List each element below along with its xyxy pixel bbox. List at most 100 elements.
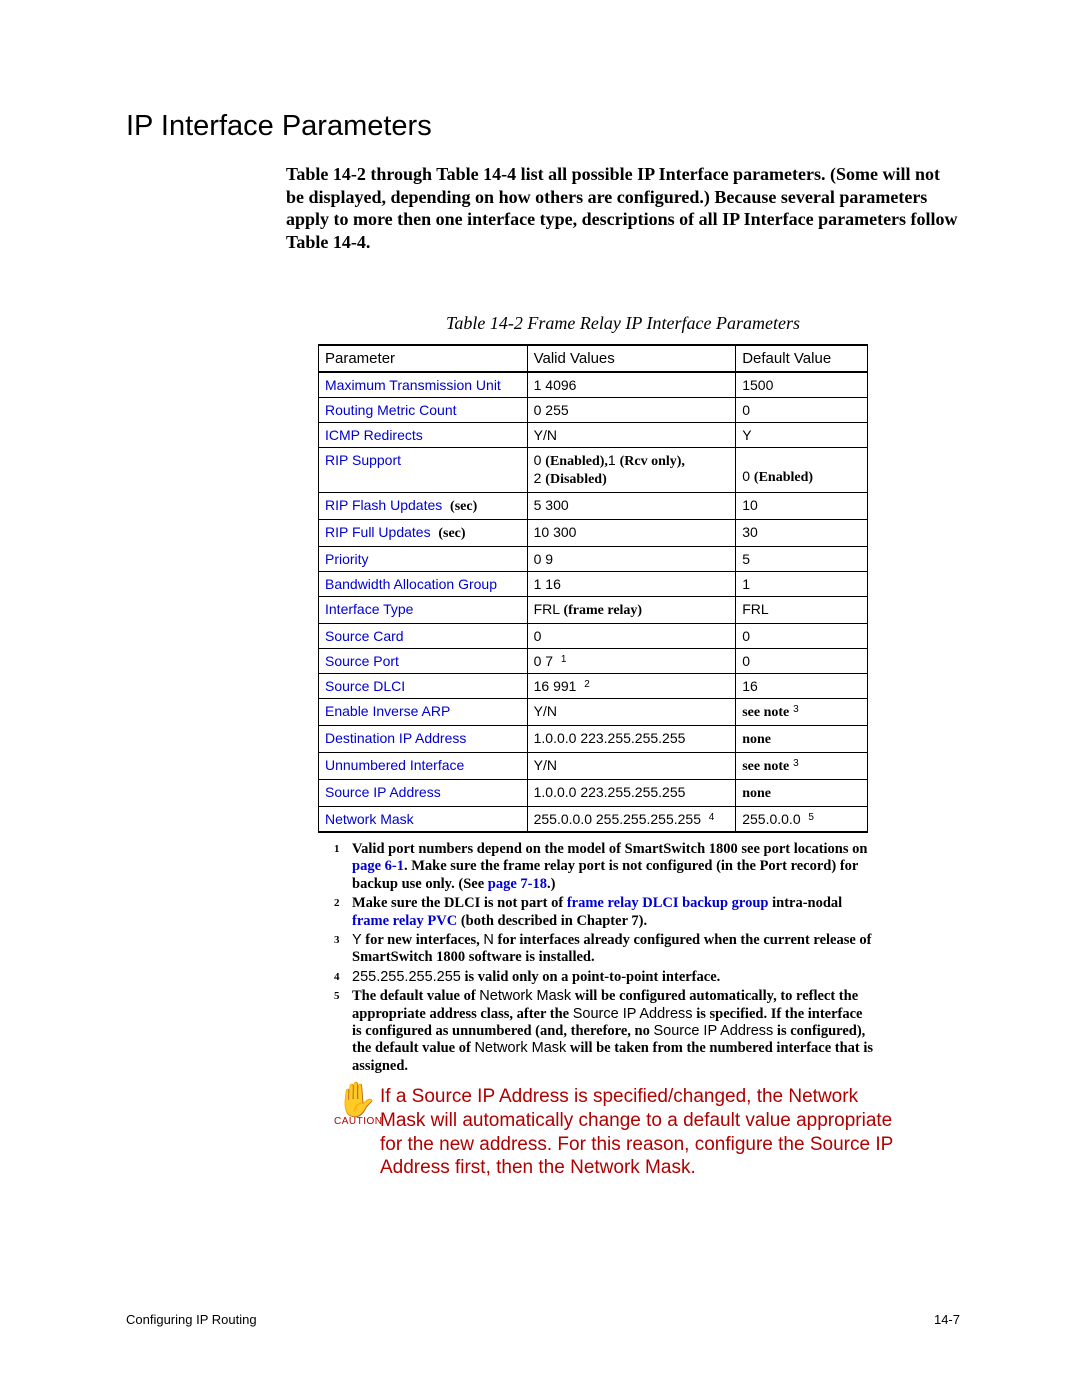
col-default: Default Value [736,345,868,372]
cell-default: none [736,726,868,753]
cell-valid: 1.0.0.0 223.255.255.255 [527,726,736,753]
cell-valid: 1 16 [527,572,736,597]
cell-parameter: Source Card [319,624,528,649]
cell-parameter: Network Mask [319,807,528,833]
footnote: 1Valid port numbers depend on the model … [334,841,874,893]
table-row: ICMP RedirectsY/NY [319,423,868,448]
cell-parameter: Routing Metric Count [319,398,528,423]
cell-valid: Y/N [527,423,736,448]
cell-parameter: Source DLCI [319,674,528,699]
cell-valid: Y/N [527,699,736,726]
cell-valid: 0 255 [527,398,736,423]
cell-parameter: Maximum Transmission Unit [319,372,528,398]
cell-default: 1 [736,572,868,597]
parameters-table: Parameter Valid Values Default Value Max… [318,344,868,833]
table-header-row: Parameter Valid Values Default Value [319,345,868,372]
footnote-text: Y for new interfaces, N for interfaces a… [352,932,874,967]
cell-default: FRL [736,597,868,624]
caution-block: ✋ CAUTION If a Source IP Address is spec… [334,1085,894,1180]
table-row: Maximum Transmission Unit1 40961500 [319,372,868,398]
cell-valid: 255.0.0.0 255.255.255.255 4 [527,807,736,833]
table-row: Network Mask255.0.0.0 255.255.255.255 42… [319,807,868,833]
cell-valid: 0 [527,624,736,649]
cell-parameter: Destination IP Address [319,726,528,753]
cell-valid: 0 9 [527,547,736,572]
table-caption: Table 14-2 Frame Relay IP Interface Para… [286,313,960,334]
section-heading: IP Interface Parameters [126,110,960,143]
cell-parameter: RIP Support [319,448,528,493]
cell-default: none [736,780,868,807]
cell-parameter: Priority [319,547,528,572]
footer-right: 14-7 [934,1312,960,1327]
footnote: 4255.255.255.255 is valid only on a poin… [334,969,874,986]
hand-icon: ✋ [334,1085,380,1116]
footnotes: 1Valid port numbers depend on the model … [334,841,874,1075]
cell-default: 0 [736,398,868,423]
cell-default: 16 [736,674,868,699]
cell-parameter: Source IP Address [319,780,528,807]
document-page: IP Interface Parameters Table 14-2 throu… [0,0,1080,1397]
cell-parameter: ICMP Redirects [319,423,528,448]
footnote-text: Valid port numbers depend on the model o… [352,841,874,893]
footnote: 5The default value of Network Mask will … [334,988,874,1075]
cell-valid: 0 (Enabled),1 (Rcv only),2 (Disabled) [527,448,736,493]
footnote-number: 5 [334,988,352,1075]
cell-parameter: RIP Full Updates (sec) [319,520,528,547]
cell-valid: 0 7 1 [527,649,736,674]
footnote-text: The default value of Network Mask will b… [352,988,874,1075]
footnote: 2Make sure the DLCI is not part of frame… [334,895,874,930]
footnote-text: Make sure the DLCI is not part of frame … [352,895,874,930]
table-row: Source DLCI16 991 216 [319,674,868,699]
cell-default: 0 (Enabled) [736,448,868,493]
table-row: Source Port0 7 10 [319,649,868,674]
table-row: Destination IP Address1.0.0.0 223.255.25… [319,726,868,753]
table-row: Source Card00 [319,624,868,649]
table-row: Bandwidth Allocation Group1 161 [319,572,868,597]
footnote: 3Y for new interfaces, N for interfaces … [334,932,874,967]
table-row: RIP Flash Updates (sec)5 30010 [319,493,868,520]
cell-valid: FRL (frame relay) [527,597,736,624]
parameters-table-wrap: Parameter Valid Values Default Value Max… [318,344,868,833]
col-valid-values: Valid Values [527,345,736,372]
cell-valid: 1.0.0.0 223.255.255.255 [527,780,736,807]
intro-paragraph: Table 14-2 through Table 14-4 list all p… [286,163,960,253]
footer-left: Configuring IP Routing [126,1312,257,1327]
footnote-number: 2 [334,895,352,930]
cell-default: 30 [736,520,868,547]
cell-parameter: Bandwidth Allocation Group [319,572,528,597]
cell-parameter: RIP Flash Updates (sec) [319,493,528,520]
cell-parameter: Enable Inverse ARP [319,699,528,726]
cell-parameter: Source Port [319,649,528,674]
table-row: Enable Inverse ARPY/Nsee note 3 [319,699,868,726]
footnote-number: 1 [334,841,352,893]
cell-valid: Y/N [527,753,736,780]
footnote-text: 255.255.255.255 is valid only on a point… [352,969,720,986]
cell-parameter: Interface Type [319,597,528,624]
cell-default: 0 [736,624,868,649]
caution-text: If a Source IP Address is specified/chan… [380,1085,894,1180]
cell-valid: 1 4096 [527,372,736,398]
page-footer: Configuring IP Routing 14-7 [126,1312,960,1327]
cell-default: 0 [736,649,868,674]
cell-default: 5 [736,547,868,572]
table-row: Interface TypeFRL (frame relay)FRL [319,597,868,624]
table-row: RIP Full Updates (sec)10 30030 [319,520,868,547]
cell-valid: 10 300 [527,520,736,547]
table-row: Routing Metric Count0 2550 [319,398,868,423]
cell-valid: 5 300 [527,493,736,520]
table-row: RIP Support0 (Enabled),1 (Rcv only),2 (D… [319,448,868,493]
cell-valid: 16 991 2 [527,674,736,699]
col-parameter: Parameter [319,345,528,372]
table-row: Priority0 95 [319,547,868,572]
table-row: Unnumbered InterfaceY/Nsee note 3 [319,753,868,780]
table-row: Source IP Address1.0.0.0 223.255.255.255… [319,780,868,807]
footnote-number: 4 [334,969,352,986]
cell-default: 10 [736,493,868,520]
footnote-number: 3 [334,932,352,967]
cell-default: see note 3 [736,753,868,780]
cell-parameter: Unnumbered Interface [319,753,528,780]
cell-default: see note 3 [736,699,868,726]
cell-default: Y [736,423,868,448]
caution-label: CAUTION [334,1116,380,1127]
caution-icon: ✋ CAUTION [334,1085,380,1180]
